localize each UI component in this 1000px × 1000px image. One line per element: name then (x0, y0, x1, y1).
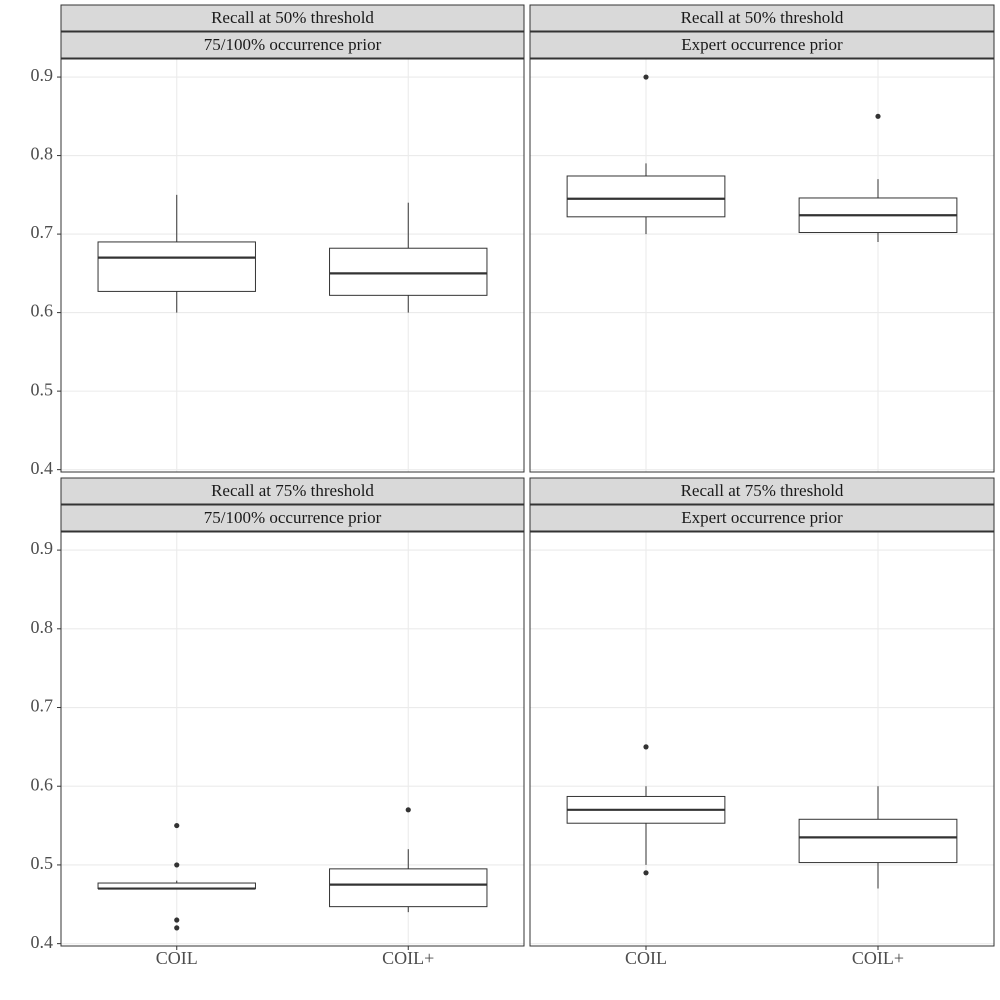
box (798, 818, 958, 864)
strip-background (60, 477, 525, 505)
panel-border (60, 58, 525, 473)
box (329, 868, 488, 908)
strip-background (60, 31, 525, 59)
x-tick-label: COIL (625, 948, 667, 968)
box (97, 241, 256, 292)
outlier (643, 870, 649, 876)
strip-subtitle: 75/100% occurrence prior (204, 508, 382, 527)
panel-background (530, 59, 994, 472)
strip-title: Recall at 50% threshold (681, 8, 844, 27)
strip-background (529, 504, 995, 532)
strip-subtitle: Expert occurrence prior (681, 508, 843, 527)
strip-background (529, 31, 995, 59)
y-tick-label: 0.7 (31, 222, 54, 242)
outlier (174, 917, 180, 923)
strip-background (529, 4, 995, 32)
y-tick-label: 0.6 (31, 774, 54, 794)
panel-background (530, 532, 994, 946)
x-tick-label: COIL (156, 948, 198, 968)
outlier (174, 925, 180, 931)
box (566, 175, 726, 218)
y-tick-label: 0.9 (31, 538, 54, 558)
y-tick-label: 0.6 (31, 301, 54, 321)
y-tick-label: 0.5 (31, 853, 54, 873)
strip-title: Recall at 50% threshold (211, 8, 374, 27)
x-tick-label: COIL+ (382, 948, 434, 968)
strip-title: Recall at 75% threshold (211, 481, 374, 500)
y-tick-label: 0.8 (31, 617, 54, 637)
outlier (875, 113, 881, 119)
panel-border (529, 531, 995, 947)
panel-border (529, 58, 995, 473)
outlier (174, 822, 180, 829)
box (329, 247, 488, 296)
y-tick-label: 0.8 (31, 144, 54, 164)
strip-subtitle: 75/100% occurrence prior (204, 35, 382, 54)
panel-border (60, 531, 525, 947)
y-tick-label: 0.5 (31, 379, 54, 399)
y-tick-label: 0.4 (31, 932, 54, 952)
outlier (174, 862, 180, 868)
strip-background (60, 4, 525, 32)
strip-background (529, 477, 995, 505)
outlier (643, 74, 649, 80)
y-tick-label: 0.4 (31, 458, 54, 478)
strip-title: Recall at 75% threshold (681, 481, 844, 500)
y-tick-label: 0.7 (31, 696, 54, 716)
strip-background (60, 504, 525, 532)
outlier (643, 744, 649, 750)
strip-subtitle: Expert occurrence prior (681, 35, 843, 54)
y-tick-label: 0.9 (31, 65, 54, 85)
outlier (405, 807, 411, 813)
x-tick-label: COIL+ (852, 948, 904, 968)
